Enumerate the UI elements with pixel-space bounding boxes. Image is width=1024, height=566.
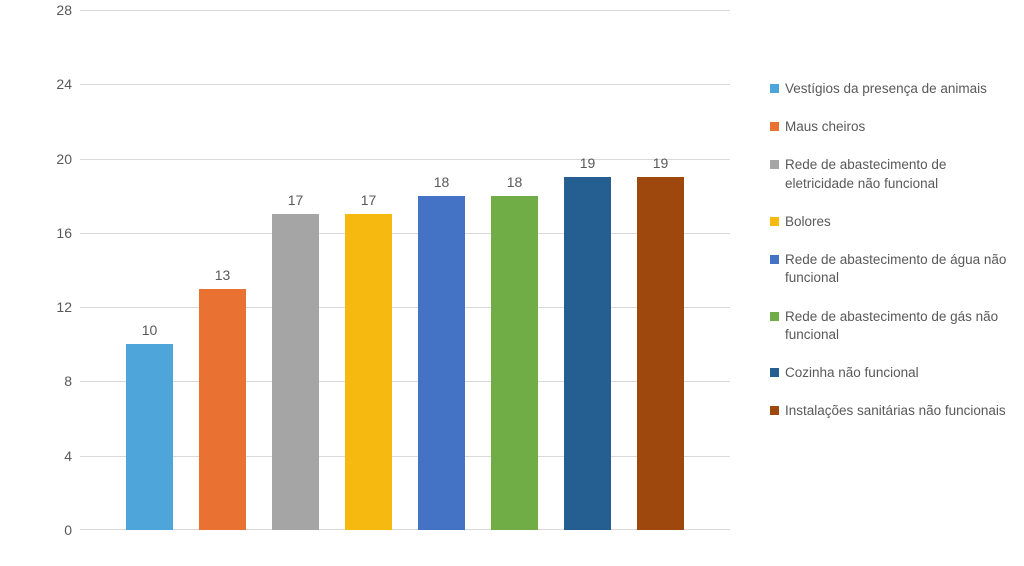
bar-slot: 17 (266, 10, 325, 530)
bar: 17 (345, 214, 391, 530)
legend-swatch (770, 217, 779, 226)
legend-swatch (770, 160, 779, 169)
legend-label: Rede de abastecimento de gás não funcion… (785, 308, 1015, 344)
y-axis-label: 8 (40, 373, 72, 389)
bar-value-label: 19 (653, 155, 669, 171)
bar-value-label: 10 (142, 322, 158, 338)
bar: 13 (199, 289, 245, 530)
legend: Vestígios da presença de animais Maus che… (770, 80, 1015, 440)
y-axis-label: 24 (40, 76, 72, 92)
bar: 18 (491, 196, 537, 530)
bar: 10 (126, 344, 172, 530)
legend-label: Instalações sanitárias não funcionais (785, 402, 1006, 420)
bar-value-label: 18 (434, 174, 450, 190)
bar: 19 (564, 177, 610, 530)
legend-label: Cozinha não funcional (785, 364, 919, 382)
y-axis-label: 0 (40, 522, 72, 538)
bar: 18 (418, 196, 464, 530)
legend-item: Rede de abastecimento de água não funcio… (770, 251, 1015, 287)
legend-item: Vestígios da presença de animais (770, 80, 1015, 98)
y-axis-label: 20 (40, 151, 72, 167)
bar-slot: 17 (339, 10, 398, 530)
bar-slot: 10 (120, 10, 179, 530)
legend-swatch (770, 84, 779, 93)
legend-item: Bolores (770, 213, 1015, 231)
legend-item: Instalações sanitárias não funcionais (770, 402, 1015, 420)
bar-slot: 19 (558, 10, 617, 530)
legend-label: Bolores (785, 213, 831, 231)
legend-swatch (770, 255, 779, 264)
legend-item: Maus cheiros (770, 118, 1015, 136)
legend-label: Vestígios da presença de animais (785, 80, 987, 98)
legend-item: Rede de abastecimento de eletricidade nã… (770, 156, 1015, 192)
legend-label: Rede de abastecimento de eletricidade nã… (785, 156, 1015, 192)
legend-swatch (770, 122, 779, 131)
bar-slot: 18 (485, 10, 544, 530)
bar-slot: 13 (193, 10, 252, 530)
bar-slot: 19 (631, 10, 690, 530)
bars-container: 1013171718181919 (80, 10, 730, 530)
bar-slot: 18 (412, 10, 471, 530)
bar: 17 (272, 214, 318, 530)
legend-swatch (770, 312, 779, 321)
y-axis-label: 12 (40, 299, 72, 315)
bar: 19 (637, 177, 683, 530)
bar-value-label: 17 (288, 192, 304, 208)
y-axis-label: 4 (40, 448, 72, 464)
legend-label: Rede de abastecimento de água não funcio… (785, 251, 1015, 287)
legend-item: Rede de abastecimento de gás não funcion… (770, 308, 1015, 344)
bar-chart: 0481216202428 1013171718181919 (40, 10, 740, 550)
bar-value-label: 13 (215, 267, 231, 283)
bar-value-label: 17 (361, 192, 377, 208)
bar-value-label: 18 (507, 174, 523, 190)
legend-swatch (770, 368, 779, 377)
legend-label: Maus cheiros (785, 118, 865, 136)
legend-item: Cozinha não funcional (770, 364, 1015, 382)
y-axis-label: 16 (40, 225, 72, 241)
bar-value-label: 19 (580, 155, 596, 171)
y-axis-label: 28 (40, 2, 72, 18)
legend-swatch (770, 406, 779, 415)
